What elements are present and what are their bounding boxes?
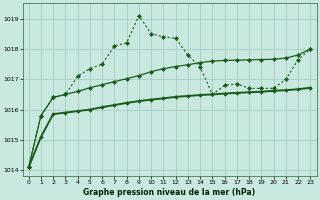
X-axis label: Graphe pression niveau de la mer (hPa): Graphe pression niveau de la mer (hPa): [84, 188, 256, 197]
